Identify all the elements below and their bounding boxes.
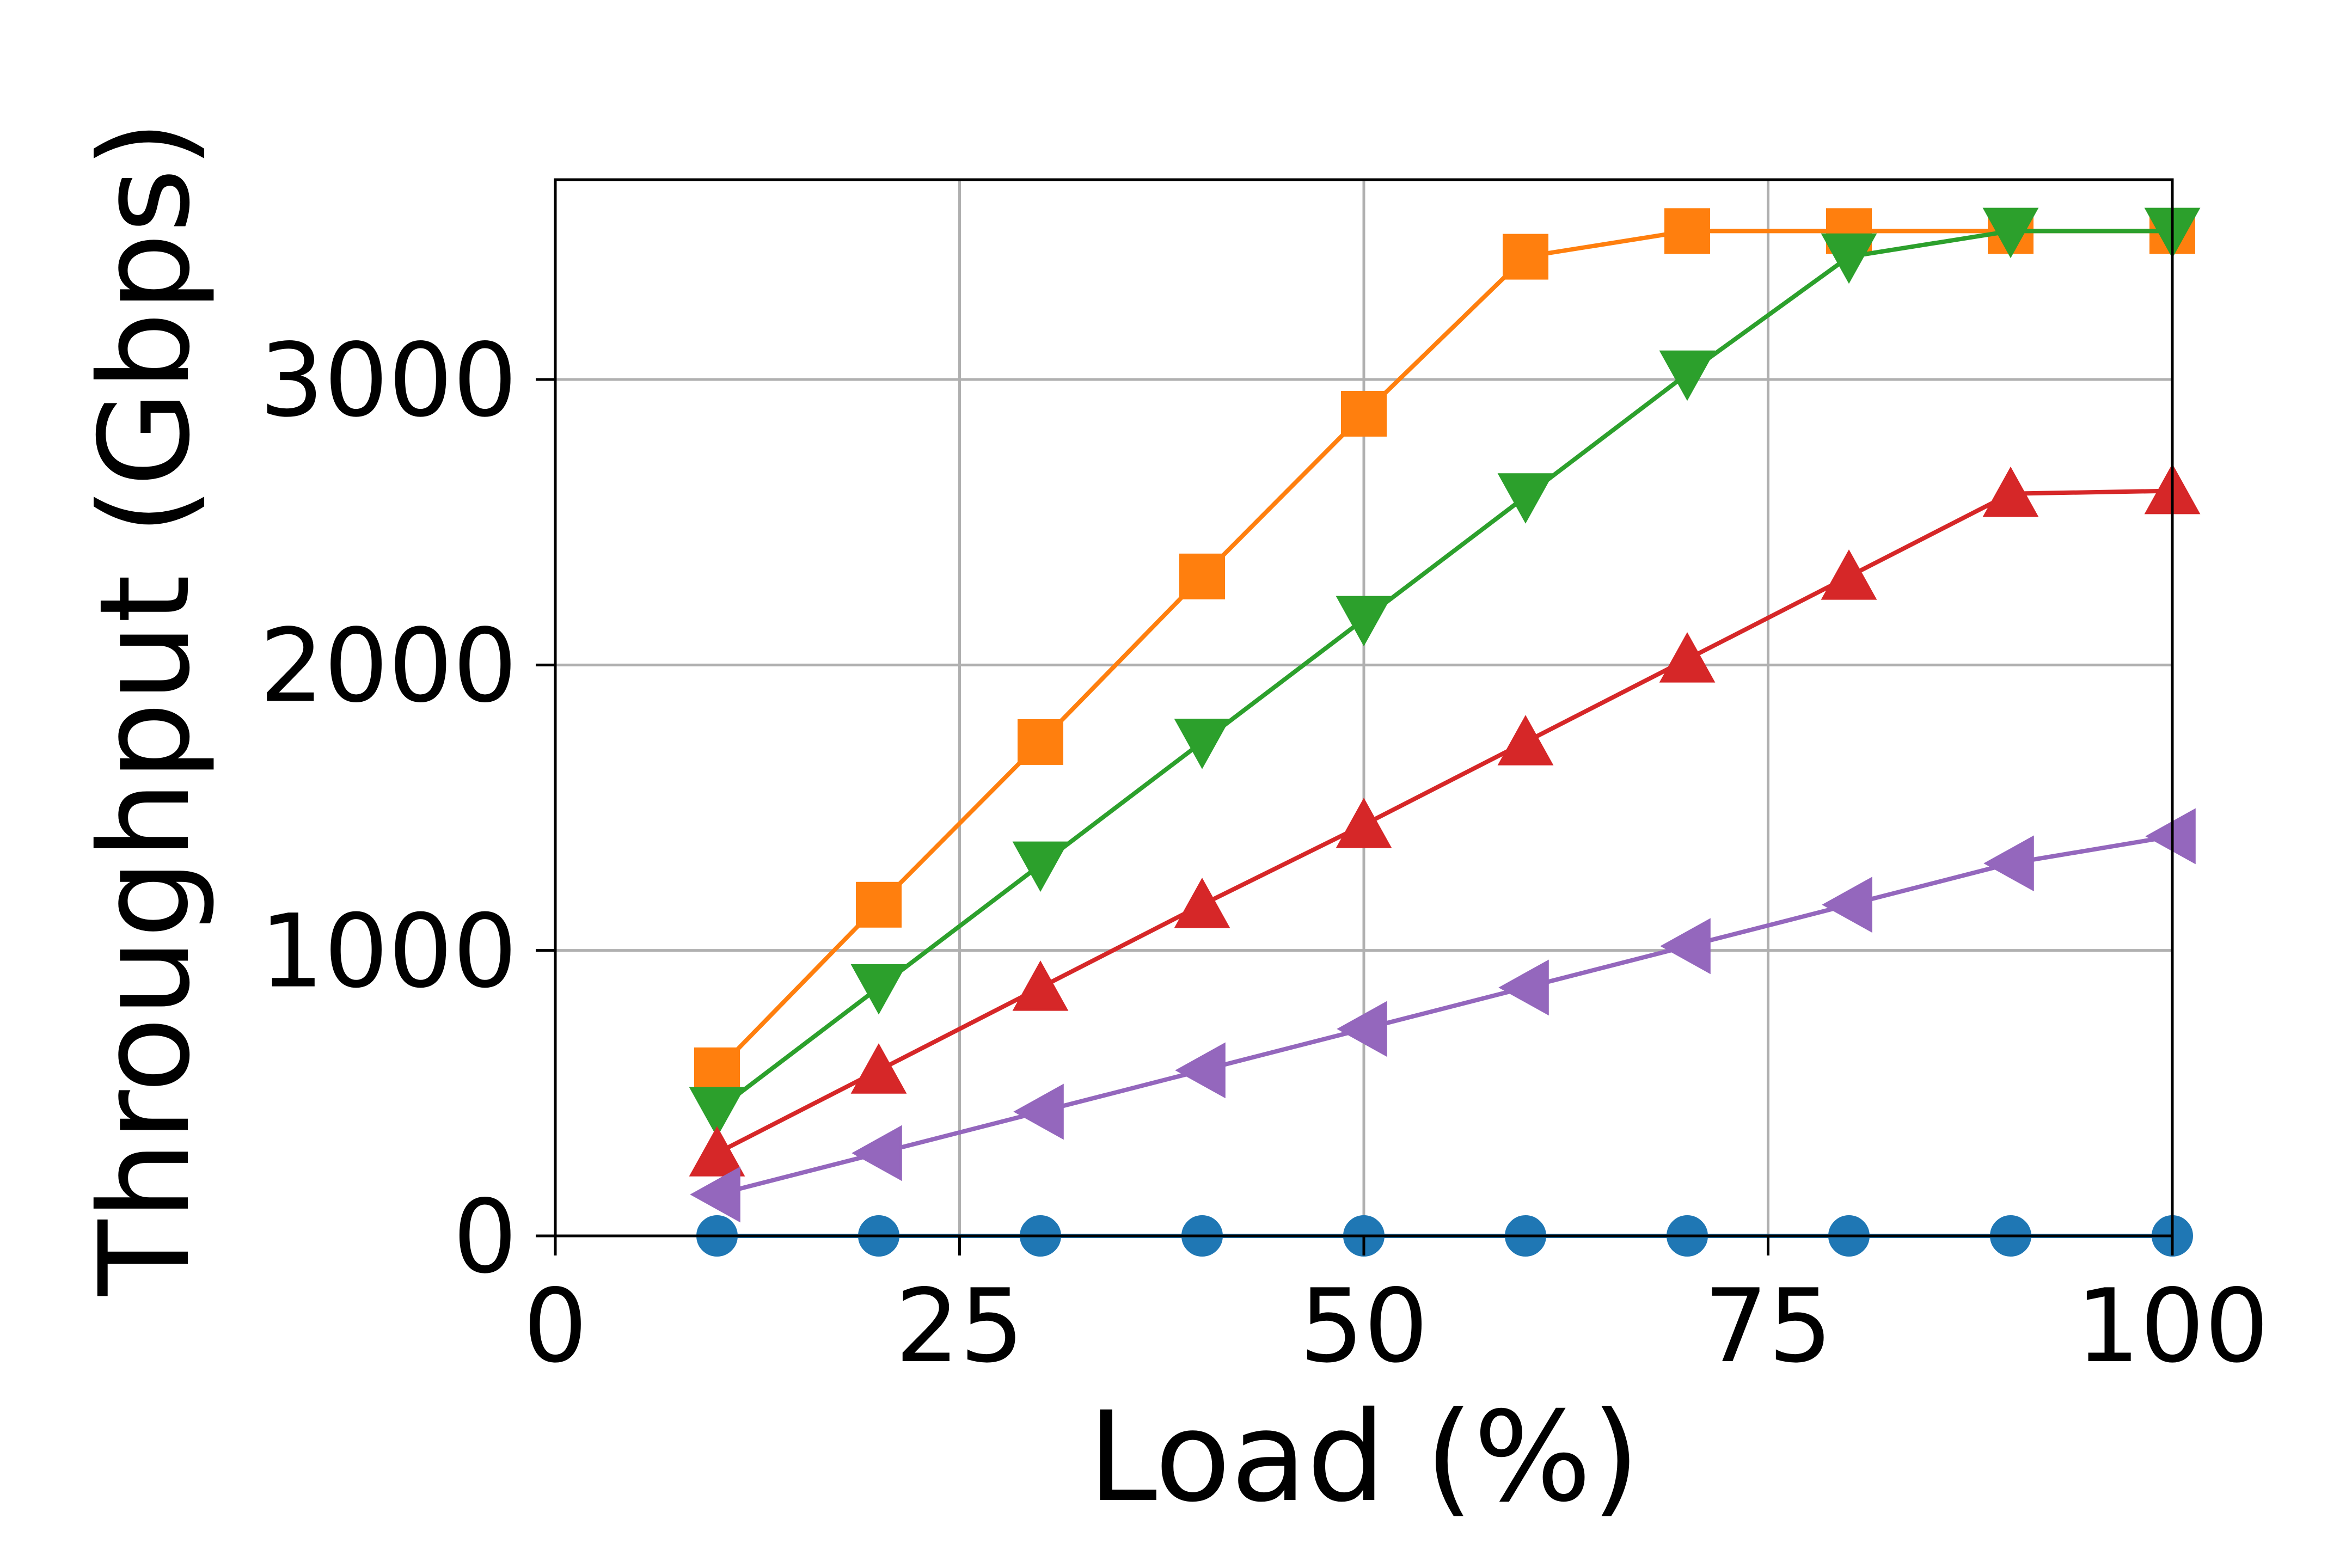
data-point-triangle-up (1659, 632, 1716, 683)
data-point-square (1664, 208, 1710, 254)
data-point-triangle-up (1821, 549, 1877, 600)
data-point-triangle-up (850, 1043, 907, 1094)
data-point-triangle-down (689, 1087, 745, 1138)
data-point-square (1179, 553, 1225, 599)
data-point-triangle-up (1497, 715, 1554, 765)
data-point-triangle-down (1659, 350, 1716, 401)
data-point-triangle-left (690, 1166, 740, 1223)
data-point-triangle-left (852, 1125, 902, 1181)
x-axis-label: Load (%) (1088, 1385, 1640, 1529)
data-point-triangle-up (1982, 467, 2039, 517)
data-point-triangle-up (689, 1126, 745, 1177)
data-point-square (1503, 234, 1548, 280)
data-point-triangle-left (1822, 877, 1872, 933)
y-tick-label: 2000 (260, 607, 517, 725)
data-point-square (1341, 390, 1387, 437)
y-tick-label: 0 (453, 1178, 517, 1296)
data-point-triangle-down (850, 964, 907, 1015)
series-line (715, 229, 2172, 1112)
series-4 (690, 808, 2196, 1223)
series-3 (689, 463, 2201, 1177)
x-tick-label: 25 (895, 1267, 1024, 1385)
data-point-square (694, 1047, 740, 1093)
data-point-triangle-down (1821, 233, 1877, 284)
y-tick-label: 3000 (260, 321, 517, 439)
data-point-triangle-left (1013, 1083, 1064, 1140)
series-layer (689, 207, 2201, 1257)
x-tick-label: 100 (2075, 1267, 2269, 1385)
data-point-triangle-left (1498, 959, 1549, 1016)
data-point-square (1018, 719, 1063, 765)
data-point-triangle-down (1336, 596, 1392, 647)
data-point-triangle-up (1336, 798, 1392, 848)
series-line (716, 488, 2173, 1155)
data-point-triangle-down (1174, 719, 1230, 769)
y-axis-label: Throughput (Gbps) (72, 120, 217, 1296)
data-point-triangle-left (1983, 835, 2034, 892)
data-point-triangle-left (1175, 1042, 1226, 1099)
data-point-triangle-down (1497, 473, 1554, 524)
series-line (716, 834, 2173, 1197)
x-tick-label: 0 (523, 1267, 587, 1385)
data-point-triangle-down (1982, 207, 2039, 259)
x-tick-label: 75 (1704, 1267, 1833, 1385)
data-point-square (856, 881, 902, 928)
data-point-triangle-up (1012, 960, 1069, 1011)
data-point-triangle-left (1660, 918, 1711, 975)
x-tick-label: 50 (1300, 1267, 1429, 1385)
series-2 (689, 207, 2201, 1138)
data-point-triangle-left (1337, 1001, 1387, 1057)
y-tick-label: 1000 (260, 892, 517, 1010)
series-line (715, 229, 2172, 1072)
data-point-triangle-up (1174, 878, 1230, 928)
data-point-triangle-down (1012, 841, 1069, 892)
grid-lines (555, 180, 2172, 1236)
